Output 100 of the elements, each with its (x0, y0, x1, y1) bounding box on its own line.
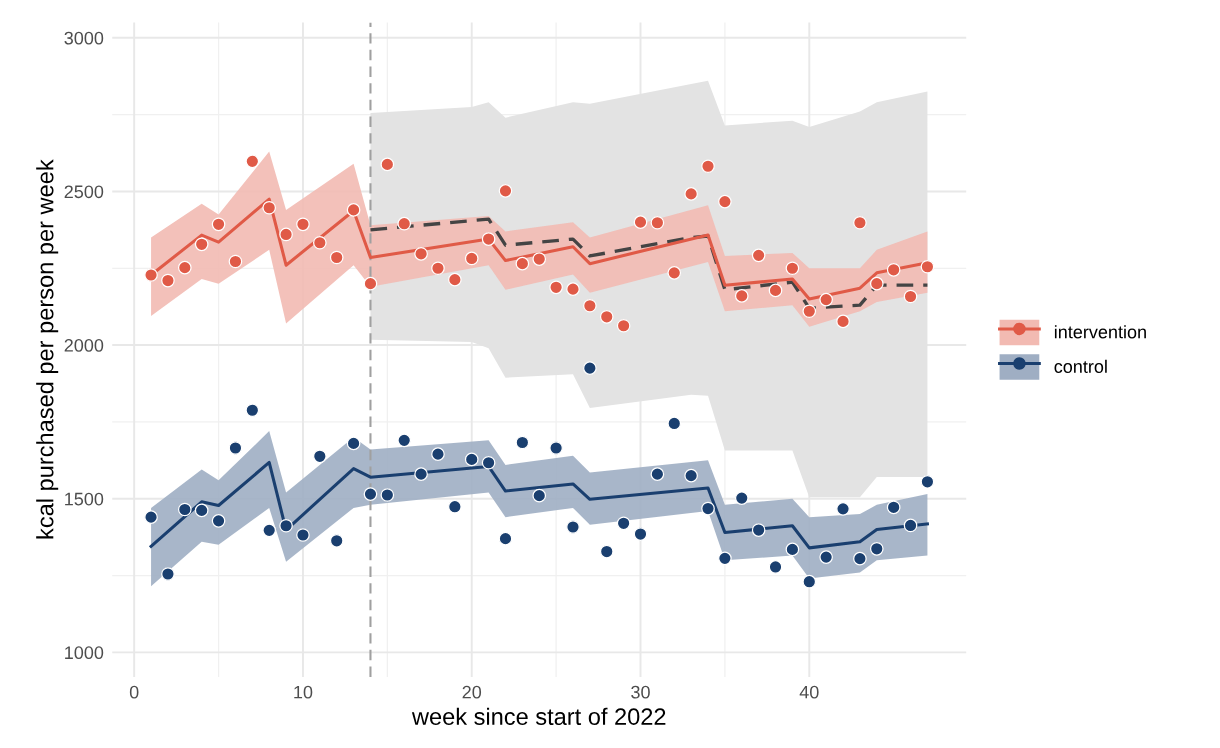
point (633, 215, 648, 230)
y-tick-label: 2000 (64, 339, 104, 352)
point (718, 194, 732, 209)
point (279, 227, 293, 242)
point (701, 501, 715, 516)
point (312, 235, 327, 250)
point (464, 251, 479, 266)
point (448, 499, 462, 514)
point (734, 491, 749, 505)
legend-label: control (1054, 359, 1107, 373)
point (245, 154, 260, 169)
point (144, 268, 158, 282)
point (498, 531, 513, 546)
point (161, 273, 175, 288)
point (566, 520, 580, 534)
point (819, 292, 833, 307)
point (566, 282, 580, 296)
point (903, 289, 918, 304)
y-tick-label: 3000 (64, 31, 104, 45)
point (667, 416, 682, 431)
point (312, 449, 327, 464)
point (903, 518, 918, 533)
x-tick-label: 30 (631, 685, 650, 699)
point (414, 467, 428, 481)
point (616, 318, 631, 333)
point (194, 237, 209, 252)
point (532, 488, 547, 503)
point (599, 544, 614, 559)
point (515, 256, 530, 271)
point (498, 183, 513, 198)
point (448, 272, 462, 287)
point (346, 436, 361, 451)
point (329, 250, 344, 265)
point (481, 455, 496, 470)
point (886, 500, 901, 515)
point (751, 248, 766, 263)
point (262, 200, 277, 215)
point (431, 261, 445, 276)
point (701, 159, 715, 174)
point (380, 488, 395, 502)
point (650, 467, 665, 481)
point (262, 523, 277, 538)
point (802, 574, 817, 589)
point (549, 280, 563, 295)
point (650, 215, 665, 230)
legend-label: intervention (1054, 325, 1146, 339)
point (177, 260, 192, 275)
point (819, 550, 833, 564)
point (414, 246, 428, 261)
x-tick-label: 10 (294, 685, 313, 699)
point (346, 203, 361, 217)
point (785, 542, 800, 557)
x-tick-label: 40 (799, 685, 819, 699)
point (836, 314, 850, 329)
point (583, 298, 597, 313)
point (768, 283, 783, 298)
point (616, 516, 631, 531)
point (228, 441, 243, 455)
point (481, 232, 496, 246)
point (920, 474, 935, 489)
point (397, 216, 412, 231)
y-tick-label: 2500 (64, 185, 104, 199)
point (194, 503, 209, 518)
point (583, 361, 597, 375)
y-tick-label: 1500 (65, 492, 104, 506)
point (869, 276, 884, 291)
point (363, 276, 378, 291)
point (380, 157, 395, 172)
point (684, 468, 698, 483)
point (853, 215, 867, 230)
point (633, 527, 648, 541)
point (329, 533, 344, 548)
point (684, 187, 698, 201)
point (599, 309, 614, 324)
point (228, 254, 243, 269)
point (667, 266, 682, 280)
point (211, 217, 226, 232)
point (279, 518, 293, 533)
point (920, 259, 935, 274)
y-tick-label: 1000 (65, 646, 104, 660)
point (549, 441, 563, 455)
point (296, 528, 310, 542)
point (363, 487, 378, 501)
point (853, 551, 867, 566)
point (177, 502, 192, 517)
point (734, 289, 749, 303)
point (211, 514, 226, 528)
point (144, 510, 158, 524)
x-tick-label: 20 (462, 685, 482, 699)
point (751, 523, 766, 537)
point (515, 435, 530, 450)
point (718, 551, 732, 566)
point (785, 261, 800, 276)
y-axis-title: kcal purchased per person per week (36, 159, 59, 539)
x-axis-title: week since start of 2022 (411, 707, 666, 725)
x-tick-label: 0 (129, 685, 139, 699)
point (886, 262, 901, 277)
point (802, 304, 817, 319)
point (161, 567, 175, 581)
point (768, 560, 783, 574)
